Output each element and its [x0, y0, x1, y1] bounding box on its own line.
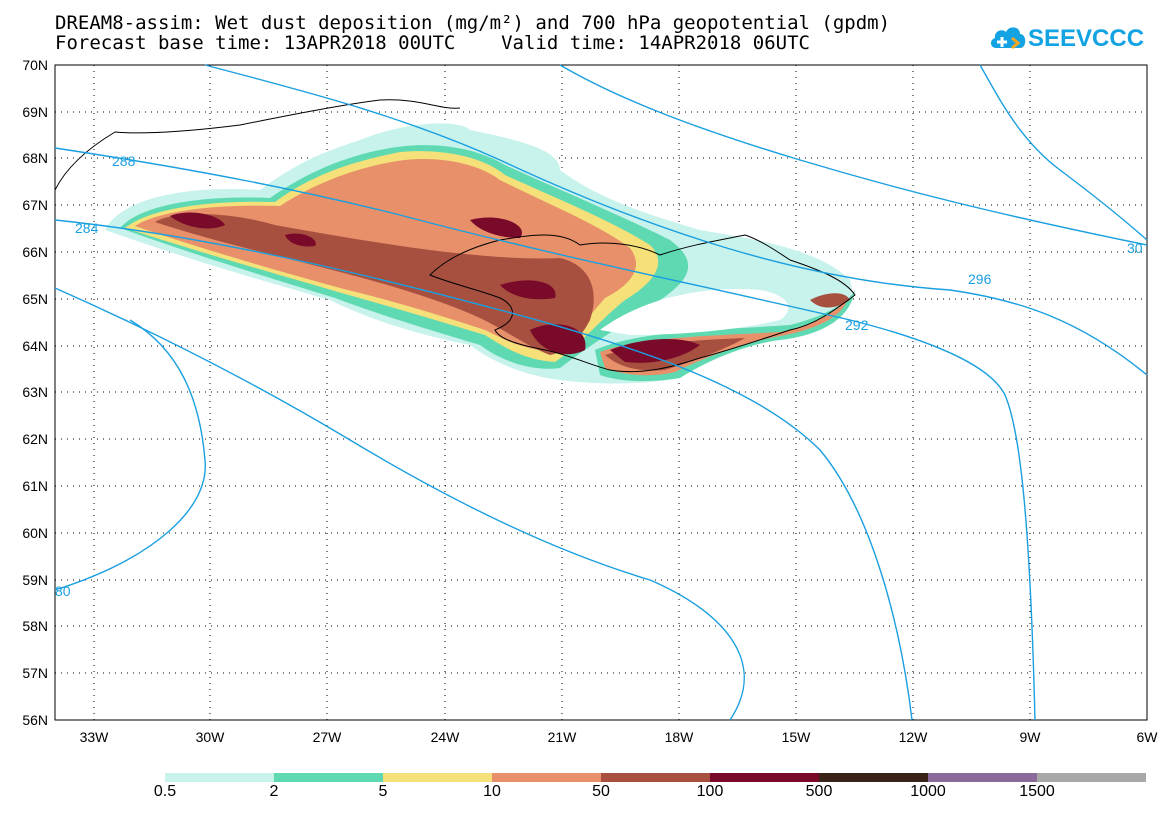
colorbar-label: 5 — [378, 783, 388, 800]
lat-label: 65N — [22, 291, 48, 307]
contour-labels: 288 284 296 292 30 80 — [55, 153, 1143, 599]
lon-label: 9W — [1020, 729, 1042, 745]
lon-labels: 33W 30W 27W 24W 21W 18W 15W 12W 9W 6W — [80, 729, 1159, 745]
contour-label-80: 80 — [55, 583, 71, 599]
lat-label: 56N — [22, 712, 48, 728]
contour-label-30: 30 — [1127, 240, 1143, 256]
lat-label: 57N — [22, 665, 48, 681]
lat-label: 62N — [22, 431, 48, 447]
lon-label: 12W — [899, 729, 929, 745]
lat-label: 59N — [22, 572, 48, 588]
contour-label-292: 292 — [845, 317, 869, 333]
colorbar-label: 50 — [592, 783, 610, 800]
lon-label: 27W — [313, 729, 343, 745]
colorbar-label: 500 — [805, 783, 833, 800]
colorbar-label: 1000 — [910, 783, 946, 800]
lon-label: 15W — [782, 729, 812, 745]
lat-label: 63N — [22, 384, 48, 400]
lon-label: 24W — [431, 729, 461, 745]
lat-label: 69N — [22, 104, 48, 120]
contour-label-296: 296 — [968, 271, 992, 287]
lat-label: 68N — [22, 150, 48, 166]
lat-label: 70N — [22, 57, 48, 73]
colorbar-label: 1500 — [1019, 783, 1055, 800]
dust-deposition-field — [105, 123, 855, 384]
seevccc-logo: SEEVCCC — [988, 20, 1144, 58]
colorbar-label: 100 — [696, 783, 724, 800]
colorbar-swatch — [601, 773, 710, 782]
colorbar-swatch — [819, 773, 928, 782]
colorbar-swatch — [1037, 773, 1146, 782]
colorbar — [165, 773, 1146, 782]
geopotential-contours — [54, 64, 1148, 721]
lon-label: 33W — [80, 729, 110, 745]
coastlines — [54, 99, 856, 373]
lat-label: 64N — [22, 338, 48, 354]
contour-label-288: 288 — [112, 153, 136, 169]
lat-label: 66N — [22, 244, 48, 260]
colorbar-swatch — [492, 773, 601, 782]
lat-labels: 70N 69N 68N 67N 66N 65N 64N 63N 62N 61N … — [22, 57, 48, 728]
lon-label: 21W — [548, 729, 578, 745]
lon-label: 18W — [665, 729, 695, 745]
colorbar-swatch — [165, 773, 274, 782]
colorbar-swatch — [928, 773, 1037, 782]
lat-label: 60N — [22, 525, 48, 541]
colorbar-swatch — [710, 773, 819, 782]
lat-label: 61N — [22, 478, 48, 494]
colorbar-label: 0.5 — [153, 783, 177, 800]
colorbar-label: 10 — [483, 783, 501, 800]
chart-title-line2: Forecast base time: 13APR2018 00UTC Vali… — [55, 32, 810, 54]
contour-label-284: 284 — [75, 220, 99, 236]
lon-label: 6W — [1137, 729, 1159, 745]
colorbar-swatch — [383, 773, 492, 782]
logo-text: SEEVCCC — [1028, 25, 1145, 52]
chart-title-line1: DREAM8-assim: Wet dust deposition (mg/m²… — [55, 12, 891, 34]
lat-label: 67N — [22, 197, 48, 213]
colorbar-swatch — [274, 773, 383, 782]
lon-label: 30W — [196, 729, 226, 745]
lat-label: 58N — [22, 618, 48, 634]
cloud-logo-icon — [990, 27, 1026, 50]
colorbar-label: 2 — [269, 783, 279, 800]
